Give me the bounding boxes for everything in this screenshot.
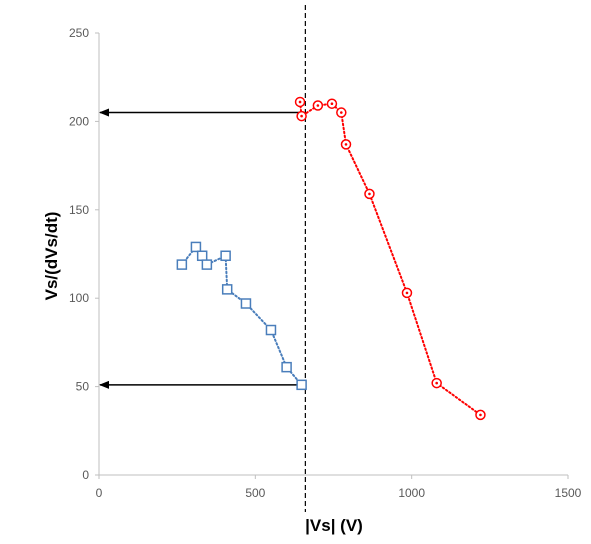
x-tick-label: 1500 [555,486,582,500]
x-tick-label: 0 [96,486,103,500]
data-point-circle-center [298,100,302,104]
x-axis-title: |Vs| (V) [305,516,363,535]
y-tick-label: 100 [69,291,89,305]
data-point-square [190,241,202,253]
data-point-square [220,250,231,262]
y-tick-label: 0 [82,468,89,482]
axes [95,32,569,479]
y-tick-label: 50 [76,380,90,394]
y-tick-label: 200 [69,114,89,128]
data-point-square [221,284,233,295]
data-point-circle-center [435,381,438,385]
y-axis-title: Vs/(dVs/dt) [42,212,61,301]
data-point-square [196,250,208,262]
data-point-circle-center [479,413,482,417]
data-point-square [176,259,188,270]
data-point-circle-center [330,102,334,106]
data-point-square [265,324,277,336]
data-point-circle-center [405,291,409,295]
data-point-circle-center [300,114,303,118]
y-tick-label: 250 [69,26,89,40]
data-point-circle-center [316,104,320,107]
data-point-circle-center [344,143,348,146]
data-point-circle-center [340,111,343,114]
data-point-square [281,361,292,373]
y-tick-label: 150 [69,203,89,217]
arrows-group [99,108,304,389]
data-point-circle-center [368,192,371,196]
series-group [176,96,486,421]
x-tick-label: 500 [245,486,265,500]
series-line [299,101,482,416]
x-tick-label: 1000 [398,486,425,500]
data-point-square [201,259,213,270]
data-point-square [240,298,252,309]
data-point-square [296,379,307,391]
tick-labels: 0 500 1000 1500 0 50 100 150 200 250 [69,26,582,500]
